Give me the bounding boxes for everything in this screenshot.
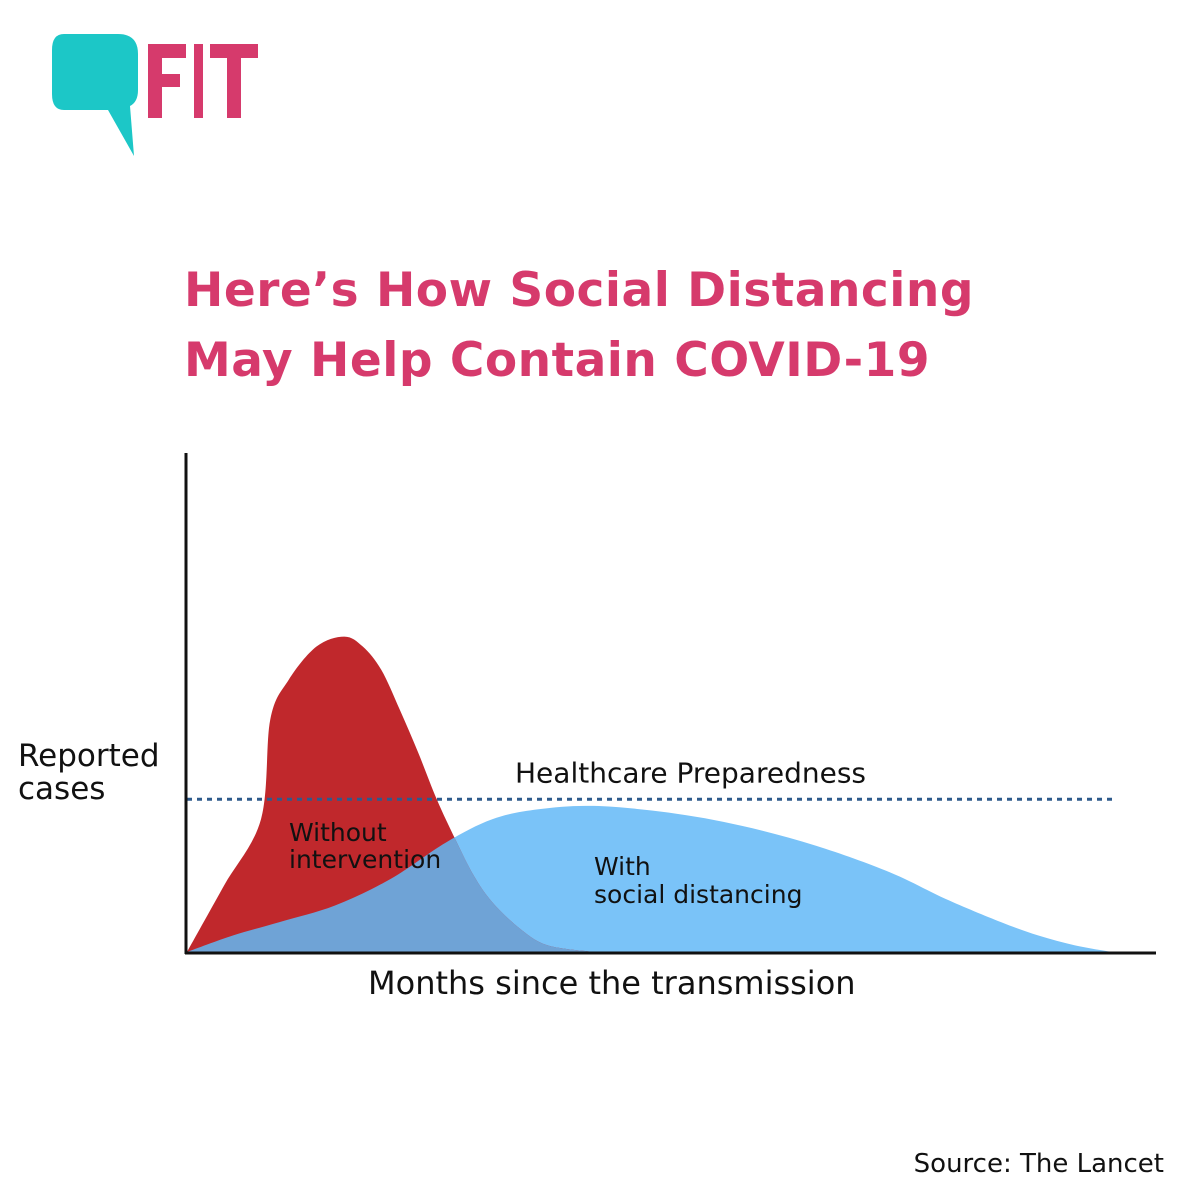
logo-wordmark (148, 44, 258, 118)
area-without-intervention (187, 636, 594, 952)
label-with-line-2: social distancing (594, 880, 802, 909)
label-without-line-1: Without (289, 818, 387, 847)
healthcare-preparedness-label: Healthcare Preparedness (515, 756, 866, 789)
source-credit: Source: The Lancet (913, 1149, 1164, 1179)
x-axis-label: Months since the transmission (368, 964, 856, 1002)
label-with-line-1: With (594, 852, 651, 881)
label-without-line-2: intervention (289, 845, 441, 874)
y-axis-label: Reported cases (18, 738, 160, 807)
area-overlap (187, 805, 594, 952)
page-title-line-2: May Help Contain COVID-19 (184, 333, 931, 388)
speech-bubble-icon (52, 34, 138, 156)
fit-logo (52, 34, 258, 156)
page-title-line-1: Here’s How Social Distancing (184, 263, 974, 318)
